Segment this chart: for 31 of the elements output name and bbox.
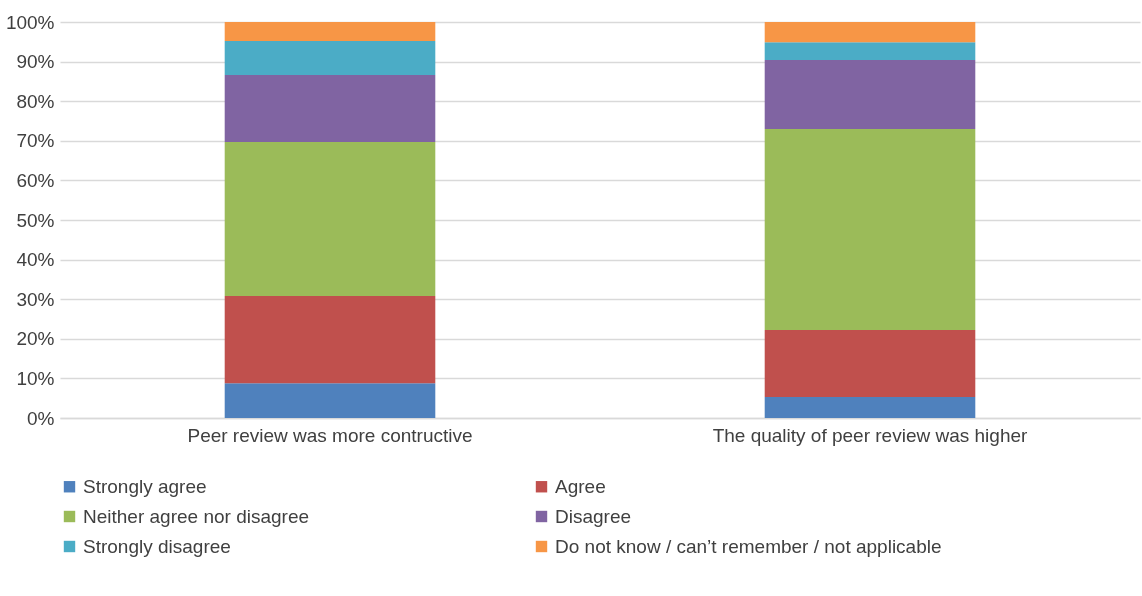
bar xyxy=(764,42,976,61)
x-tick-label: The quality of peer review was higher xyxy=(712,424,1029,446)
legend-label: Do not know / can’t remember / not applicable xyxy=(555,535,942,557)
legend-label: Strongly agree xyxy=(83,475,207,497)
y-tick-label: 40% xyxy=(16,249,55,271)
bar xyxy=(224,75,436,142)
y-tick-label: 30% xyxy=(16,288,55,310)
y-tick-label: 100% xyxy=(5,11,55,33)
bar xyxy=(224,141,436,297)
bar xyxy=(224,41,436,76)
x-tick-label: Peer review was more contructive xyxy=(187,424,473,446)
y-tick-label: 80% xyxy=(16,90,55,112)
y-tick-label: 60% xyxy=(16,169,55,191)
y-tick-label: 50% xyxy=(16,209,55,231)
bar xyxy=(224,296,436,384)
legend-label: Strongly disagree xyxy=(83,535,231,557)
legend-label: Disagree xyxy=(555,505,632,527)
bar xyxy=(764,22,976,43)
bar xyxy=(764,330,976,398)
bar xyxy=(224,383,436,418)
legend-label: Agree xyxy=(555,475,606,497)
bar xyxy=(224,22,436,42)
y-tick-label: 90% xyxy=(16,51,55,73)
bar xyxy=(764,60,976,129)
y-tick-label: 10% xyxy=(16,367,55,389)
y-tick-label: 20% xyxy=(16,328,55,350)
bar xyxy=(764,128,976,331)
y-tick-label: 70% xyxy=(16,130,55,152)
bar xyxy=(764,397,976,418)
legend-label: Neither agree nor disagree xyxy=(83,505,310,527)
y-tick-label: 0% xyxy=(27,407,55,429)
